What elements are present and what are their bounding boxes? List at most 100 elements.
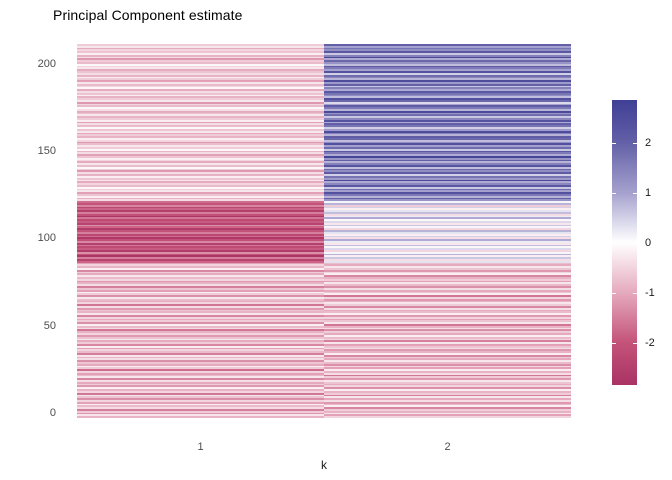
x-axis-tick-label: 2	[444, 441, 451, 453]
heatmap-cell	[324, 277, 571, 280]
heatmap-cell	[324, 257, 571, 260]
heatmap-cell	[77, 179, 324, 182]
heatmap-cell	[77, 146, 324, 150]
heatmap-cell	[324, 156, 571, 159]
heatmap-cell	[324, 230, 571, 233]
heatmap-cell	[77, 329, 324, 332]
heatmap-cell	[77, 233, 324, 236]
heatmap-cell	[77, 345, 324, 349]
heatmap-cell	[324, 181, 571, 184]
heatmap-cell	[324, 253, 571, 256]
heatmap-cell	[324, 202, 571, 206]
heatmap-cell	[77, 222, 324, 226]
heatmap-cell	[77, 295, 324, 298]
heatmap-cell	[324, 118, 571, 121]
heatmap-cell	[324, 184, 571, 188]
heatmap-cell	[77, 230, 324, 233]
heatmap-cell	[77, 92, 324, 96]
heatmap-cell	[324, 302, 571, 305]
heatmap-cell	[324, 311, 571, 314]
heatmap-cell	[324, 286, 571, 289]
heatmap-cell	[77, 327, 324, 330]
heatmap-cell	[324, 315, 571, 318]
heatmap-cell	[77, 336, 324, 339]
heatmap-cell	[324, 206, 571, 209]
heatmap-cell	[77, 302, 324, 305]
heatmap-cell	[324, 392, 571, 395]
heatmap-cell	[324, 414, 571, 417]
heatmap-cell	[77, 369, 324, 372]
heatmap-cell	[324, 228, 571, 231]
heatmap-cell	[77, 248, 324, 251]
heatmap-cell	[324, 81, 571, 85]
heatmap-cell	[77, 253, 324, 256]
heatmap-cell	[77, 183, 324, 186]
heatmap-cell	[77, 351, 324, 354]
heatmap-cell	[77, 342, 324, 345]
heatmap-cell	[77, 305, 324, 309]
heatmap-cell	[324, 280, 571, 283]
heatmap-cell	[77, 385, 324, 388]
heatmap-cell	[324, 237, 571, 240]
heatmap-cell	[324, 47, 571, 50]
heatmap-cell	[77, 338, 324, 341]
heatmap-cell	[77, 249, 324, 253]
heatmap-cell	[324, 193, 571, 197]
heatmap-cell	[324, 343, 571, 347]
heatmap-cell	[77, 316, 324, 320]
heatmap-cell	[77, 291, 324, 294]
heatmap-cell	[77, 257, 324, 260]
heatmap-cell	[324, 139, 571, 143]
heatmap-cell	[77, 157, 324, 161]
heatmap-cell	[77, 414, 324, 417]
heatmap-cell	[77, 116, 324, 119]
heatmap-cell	[324, 296, 571, 300]
heatmap-cell	[77, 132, 324, 135]
heatmap-cell	[324, 349, 571, 352]
heatmap-cell	[77, 114, 324, 117]
heatmap-cell	[324, 275, 571, 278]
heatmap-cell	[77, 85, 324, 88]
heatmap-cell	[77, 408, 324, 412]
heatmap-cell	[77, 156, 324, 159]
heatmap-cell	[324, 65, 571, 68]
heatmap-cell	[324, 264, 571, 267]
legend-tick-mark	[612, 242, 616, 244]
x-axis-tick-label: 1	[197, 441, 204, 453]
heatmap-cell	[324, 284, 571, 287]
heatmap-cell	[77, 51, 324, 54]
heatmap-cell	[324, 71, 571, 74]
heatmap-cell	[77, 322, 324, 325]
heatmap-cell	[324, 121, 571, 124]
heatmap-cell	[77, 215, 324, 218]
heatmap-cell	[324, 67, 571, 70]
heatmap-cell	[77, 152, 324, 155]
heatmap-cell	[324, 251, 571, 255]
heatmap-cell	[324, 114, 571, 117]
heatmap-cell	[77, 67, 324, 70]
heatmap-cell	[77, 398, 324, 401]
heatmap-cell	[324, 62, 571, 65]
heatmap-cell	[77, 109, 324, 112]
heatmap-cell	[324, 231, 571, 235]
heatmap-cell	[324, 412, 571, 415]
heatmap-cell	[324, 255, 571, 258]
heatmap-cell	[324, 233, 571, 236]
heatmap-cell	[77, 387, 324, 390]
heatmap-cell	[324, 72, 571, 76]
heatmap-cell	[324, 309, 571, 312]
heatmap-cell	[77, 354, 324, 358]
heatmap-cell	[77, 94, 324, 97]
heatmap-cell	[324, 123, 571, 126]
heatmap-cell	[77, 262, 324, 265]
heatmap-cell	[324, 352, 571, 356]
heatmap-cell	[324, 334, 571, 338]
heatmap-cell	[77, 76, 324, 79]
heatmap-cell	[324, 51, 571, 54]
heatmap-cell	[324, 63, 571, 67]
heatmap-cell	[324, 226, 571, 229]
heatmap-cell	[324, 208, 571, 211]
heatmap-cell	[77, 318, 324, 321]
heatmap-cell	[77, 282, 324, 285]
heatmap-cell	[324, 168, 571, 171]
